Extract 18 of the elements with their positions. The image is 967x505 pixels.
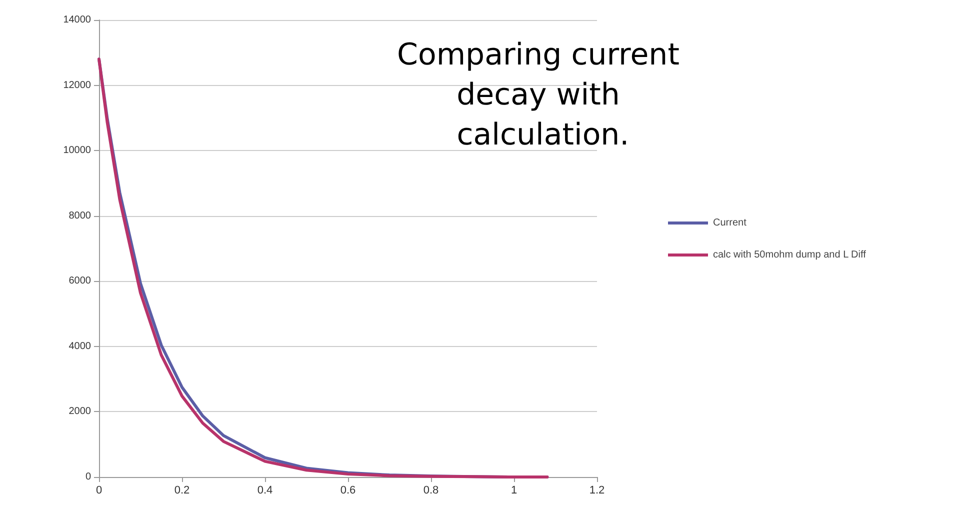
x-tick-label: 1 bbox=[510, 484, 518, 496]
x-tick-label: 0.8 bbox=[423, 484, 439, 496]
y-tick-label: 10000 bbox=[63, 145, 92, 156]
y-tick-label: 12000 bbox=[63, 80, 92, 91]
text: Comparing current decay with calculation. bbox=[397, 38, 689, 152]
legend-label: calc with 50mohm dump and L Diff bbox=[713, 250, 866, 260]
x-tick-label: 1.2 bbox=[589, 484, 605, 496]
y-tick-label: 2000 bbox=[68, 406, 92, 418]
y-tick-label: 14000 bbox=[63, 14, 92, 26]
y-tick-label: 4000 bbox=[68, 340, 92, 352]
x-tick-label: 0.6 bbox=[340, 484, 356, 496]
y-tick-label: 0 bbox=[85, 472, 92, 482]
y-tick-label: 8000 bbox=[68, 210, 92, 222]
x-tick-label: 0.2 bbox=[174, 484, 190, 496]
x-tick-label: 0 bbox=[96, 484, 102, 496]
y-tick-label: 6000 bbox=[68, 276, 92, 287]
x-tick-label: 0.4 bbox=[257, 484, 273, 496]
legend-label: Current bbox=[713, 218, 747, 228]
